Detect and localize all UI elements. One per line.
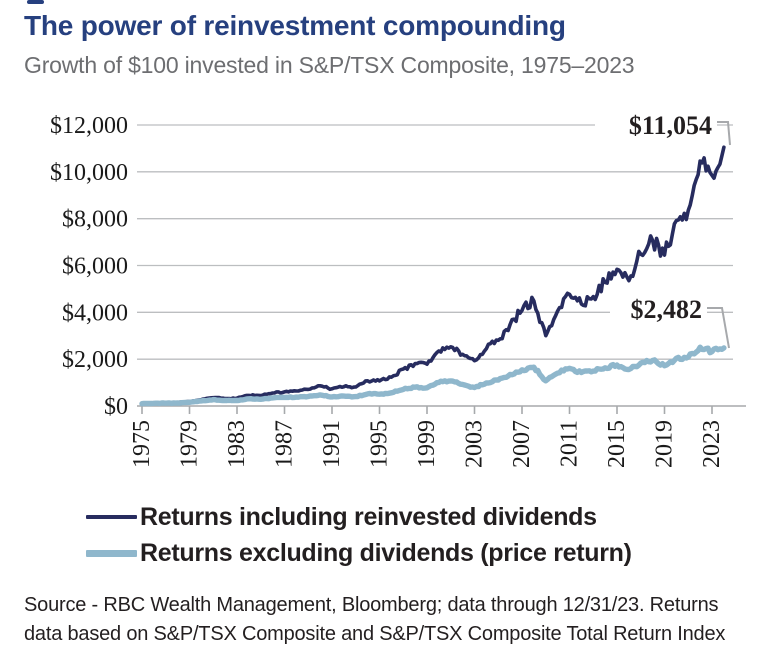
x-axis-labels: 1975 1979 1983 1987 1991 1995 1999 2003 2007 2011…	[129, 420, 725, 468]
svg-text:1975: 1975	[129, 420, 155, 468]
total-return-line-swatch	[86, 515, 137, 519]
svg-text:1999: 1999	[414, 420, 440, 468]
svg-text:$11,054: $11,054	[629, 111, 712, 140]
svg-text:$0: $0	[104, 394, 128, 420]
page-title: The power of reinvestment compounding	[24, 10, 566, 41]
series-line-total-return	[140, 145, 726, 406]
legend-label-price-return: Returns excluding dividends (price retur…	[140, 538, 632, 567]
source-line-2: data based on S&P/TSX Composite and S&P/…	[24, 623, 726, 645]
y-axis-labels: $0 $2,000 $4,000 $6,000 $8,000 $10,000 $12,000	[50, 113, 128, 420]
svg-text:1991: 1991	[319, 420, 345, 468]
svg-text:1987: 1987	[272, 420, 298, 468]
svg-text:$8,000: $8,000	[62, 207, 128, 233]
svg-text:$12,000: $12,000	[50, 113, 128, 139]
price-return-line-swatch	[86, 549, 137, 557]
source-line-1: Source - RBC Wealth Management, Bloomber…	[24, 594, 719, 616]
svg-text:1995: 1995	[367, 420, 393, 468]
svg-text:$2,482: $2,482	[631, 295, 703, 324]
chart-canvas: $0 $2,000 $4,000 $6,000 $8,000 $10,000 $12,000…	[50, 107, 746, 468]
chart-legend: Returns including reinvested dividends R…	[86, 500, 632, 570]
svg-text:1979: 1979	[177, 420, 203, 468]
legend-item-total-return: Returns including reinvested dividends	[86, 500, 632, 534]
leader-line	[707, 307, 730, 349]
legend-label-total-return: Returns including reinvested dividends	[140, 502, 597, 531]
svg-text:$6,000: $6,000	[62, 254, 128, 280]
annotation-price-return: $2,482	[610, 293, 730, 349]
svg-text:2019: 2019	[652, 420, 678, 468]
svg-text:2023: 2023	[699, 420, 725, 468]
legend-item-price-return: Returns excluding dividends (price retur…	[86, 536, 632, 570]
series-line-price-return	[139, 344, 727, 407]
growth-line-chart: $0 $2,000 $4,000 $6,000 $8,000 $10,000 $12,000…	[0, 93, 781, 500]
svg-text:2011: 2011	[557, 420, 583, 467]
svg-text:$4,000: $4,000	[62, 300, 128, 326]
svg-text:$10,000: $10,000	[50, 160, 128, 186]
cropped-artifact	[27, 0, 44, 4]
svg-text:2015: 2015	[604, 420, 630, 468]
svg-text:1983: 1983	[224, 420, 250, 468]
x-axis	[137, 405, 746, 414]
svg-text:$2,000: $2,000	[62, 347, 128, 373]
annotation-total-return: $11,054	[595, 107, 731, 146]
page-subtitle: Growth of $100 invested in S&P/TSX Compo…	[24, 52, 635, 78]
y-gridlines	[137, 124, 733, 360]
svg-text:2007: 2007	[509, 420, 535, 468]
svg-text:2003: 2003	[462, 420, 488, 468]
leader-line	[717, 121, 731, 146]
source-note: Source - RBC Wealth Management, Bloomber…	[24, 591, 774, 649]
